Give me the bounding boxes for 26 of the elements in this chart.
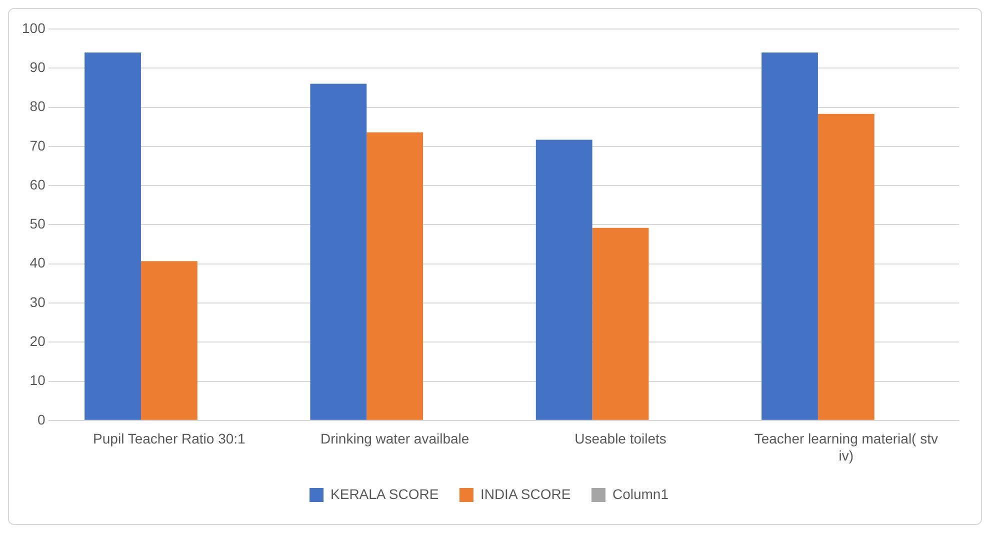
bar [592,228,649,420]
x-tick-label: Useable toilets [574,430,666,447]
y-tick-label: 50 [30,216,46,232]
y-tick-label: 60 [30,176,46,192]
x-tick-label: Drinking water availbale [320,430,470,447]
y-tick-label: 90 [30,59,46,75]
y-tick-label: 80 [30,98,46,114]
y-tick-label: 10 [30,372,46,388]
x-tick-label: Teacher learning material( stv iv) [754,430,938,464]
bar [140,261,198,420]
bar [818,114,874,420]
y-tick-label: 70 [30,137,46,154]
legend-label: INDIA SCORE [480,486,571,502]
y-tick-label: 20 [30,332,46,349]
y-tick-label: 100 [22,20,46,36]
bar [84,52,141,420]
legend-label: KERALA SCORE [330,486,439,502]
legend-label: Column1 [612,486,669,502]
x-tick-label: Pupil Teacher Ratio 30:1 [93,430,246,447]
bar [310,84,367,420]
bar [762,52,818,420]
bar [536,140,592,420]
bar [366,132,424,420]
y-tick-label: 30 [30,294,46,310]
y-tick-label: 0 [38,411,46,428]
y-tick-label: 40 [30,254,46,271]
